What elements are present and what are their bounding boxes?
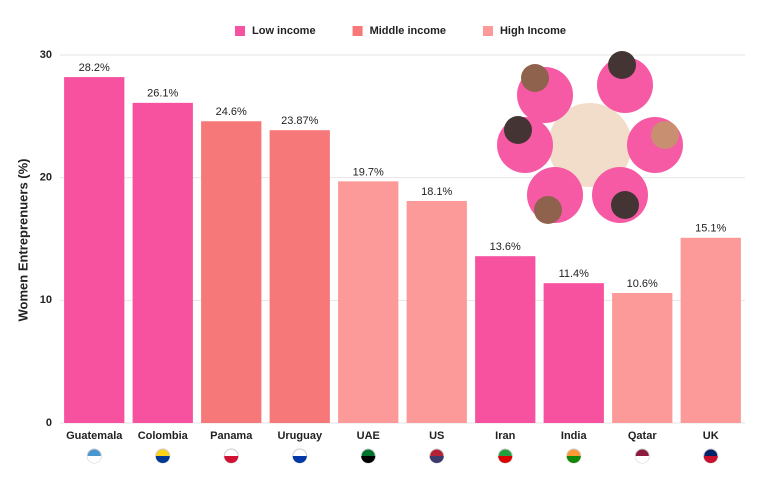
bar [269,130,330,423]
value-label: 11.4% [559,268,590,280]
value-label: 24.6% [216,106,247,118]
bar [612,292,673,423]
value-label: 28.2% [79,62,110,74]
x-tick-label: Guatemala [66,430,123,442]
x-tick-label: Uruguay [277,430,323,442]
value-label: 13.6% [490,241,521,253]
value-label: 15.1% [695,223,726,235]
x-tick-label: UAE [357,430,380,442]
flag-icon [703,456,718,464]
flag-icon [498,456,513,464]
x-tick-label: US [429,430,444,442]
y-tick-label: 20 [40,172,52,184]
legend-label: Low income [252,25,316,37]
bar [406,200,467,423]
bar [680,237,741,423]
flag-icon [87,456,102,464]
flag-icon [635,456,650,464]
value-label: 10.6% [627,278,658,290]
x-tick-label: UK [703,430,719,442]
bar [338,181,399,423]
value-label: 18.1% [421,186,452,198]
bar [132,102,193,423]
legend-swatch [482,26,493,36]
x-tick-label: Panama [210,430,253,442]
bar [475,256,536,423]
y-tick-label: 0 [46,417,52,429]
x-tick-label: Colombia [138,430,189,442]
bar [64,77,125,423]
flag-icon [292,456,307,464]
x-tick-label: Qatar [628,430,657,442]
flag-icon [361,456,376,464]
value-label: 19.7% [353,166,384,178]
bar [543,283,604,423]
illustration [497,51,683,224]
legend-label: Middle income [370,25,446,37]
legend-label: High Income [500,25,566,37]
flag-icon [224,456,239,464]
y-tick-label: 10 [40,294,52,306]
x-tick-label: India [561,430,588,442]
value-label: 23.87% [281,115,319,127]
y-tick-label: 30 [40,49,52,61]
flag-icon [155,456,170,464]
bar [201,121,262,424]
flag-icon [429,456,444,464]
y-axis-label: Women Entreprenuers (%) [15,158,30,321]
legend-swatch [352,26,363,36]
x-tick-label: Iran [495,430,515,442]
legend-swatch [235,26,245,36]
value-label: 26.1% [147,88,178,100]
flag-icon [566,456,581,464]
